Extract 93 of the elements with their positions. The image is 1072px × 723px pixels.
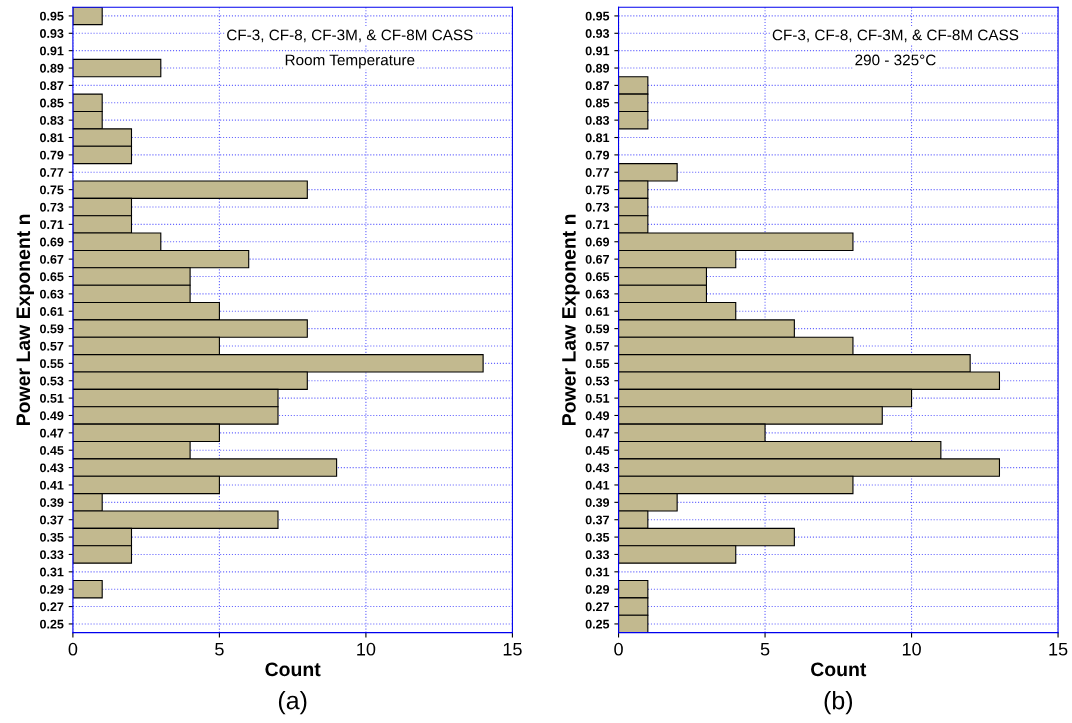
y-tick-label: 0.67 bbox=[40, 254, 64, 264]
text: CF-3, CF-8, CF-3M, & CF-8M CASS bbox=[227, 29, 473, 43]
bar bbox=[72, 579, 103, 599]
bar bbox=[72, 7, 103, 26]
y-tick-label: 0.25 bbox=[585, 619, 610, 629]
y-tick-label: 0.95 bbox=[585, 11, 610, 21]
y-tick-label: 0.69 bbox=[40, 237, 64, 247]
y-tick-label: 0.63 bbox=[40, 289, 64, 299]
y-tick-label: 0.67 bbox=[585, 254, 609, 264]
text: 290 - 325°C bbox=[855, 54, 936, 66]
y-tick-label: 0.89 bbox=[40, 63, 64, 73]
y-tick-label: 0.33 bbox=[585, 550, 610, 560]
y-tick-label: 0.61 bbox=[40, 307, 64, 316]
text: (a) bbox=[278, 691, 307, 715]
y-tick-label: 0.55 bbox=[585, 359, 610, 369]
y-tick-label: 0.31 bbox=[585, 567, 610, 577]
y-tick-label: 0.33 bbox=[40, 550, 64, 560]
y-tick-label: 0.25 bbox=[40, 619, 64, 629]
x-tick-label: 15 bbox=[503, 643, 522, 656]
y-tick-label: 0.41 bbox=[40, 480, 64, 490]
y-tick-label: 0.51 bbox=[40, 393, 64, 403]
y-tick-label: 0.75 bbox=[585, 185, 610, 195]
y-tick-label: 0.47 bbox=[585, 428, 609, 438]
y-tick-label: 0.43 bbox=[585, 463, 610, 473]
y-tick-label: 0.79 bbox=[40, 150, 64, 160]
y-tick-label: 0.87 bbox=[585, 81, 609, 91]
y-tick-label: 0.65 bbox=[585, 272, 610, 282]
y-tick-label: 0.31 bbox=[40, 567, 64, 577]
y-tick-label: 0.59 bbox=[40, 324, 64, 334]
y-tick-label: 0.37 bbox=[585, 515, 609, 525]
x-tick-label: 0 bbox=[68, 642, 78, 656]
y-tick-label: 0.53 bbox=[585, 376, 610, 386]
x-tick-label: 5 bbox=[760, 643, 770, 656]
y-tick-label: 0.53 bbox=[40, 376, 64, 386]
y-tick-label: 0.87 bbox=[40, 81, 64, 91]
y-tick-label: 0.27 bbox=[585, 602, 609, 612]
y-tick-label: 0.49 bbox=[585, 411, 610, 421]
x-tick-label: 15 bbox=[1049, 643, 1068, 656]
y-tick-label: 0.45 bbox=[40, 446, 64, 455]
y-tick-label: 0.73 bbox=[585, 202, 610, 212]
y-tick-label: 0.95 bbox=[40, 11, 64, 21]
y-tick-label: 0.61 bbox=[585, 307, 610, 316]
y-tick-label: 0.39 bbox=[40, 498, 64, 507]
y-tick-label: 0.79 bbox=[585, 150, 610, 160]
y-tick-label: 0.77 bbox=[40, 168, 64, 177]
y-tick-label: 0.71 bbox=[585, 220, 610, 230]
y-tick-label: 0.93 bbox=[40, 29, 64, 38]
y-axis-title: Power Law Exponent n bbox=[562, 214, 580, 426]
y-tick-label: 0.49 bbox=[40, 411, 64, 421]
y-tick-label: 0.47 bbox=[40, 428, 64, 438]
y-tick-label: 0.75 bbox=[40, 185, 64, 195]
y-tick-label: 0.57 bbox=[585, 341, 609, 351]
x-tick-label: 0 bbox=[614, 642, 623, 656]
bar bbox=[72, 58, 162, 78]
y-tick-label: 0.83 bbox=[585, 115, 610, 125]
y-tick-label: 0.85 bbox=[40, 98, 64, 108]
y-tick-label: 0.29 bbox=[40, 585, 64, 594]
y-tick-label: 0.35 bbox=[40, 532, 64, 542]
y-tick-label: 0.51 bbox=[585, 393, 610, 403]
text: (b) bbox=[824, 691, 853, 715]
y-tick-label: 0.59 bbox=[585, 324, 610, 334]
text: Room Temperature bbox=[285, 54, 415, 69]
y-tick-label: 0.55 bbox=[40, 359, 64, 369]
y-tick-label: 0.37 bbox=[40, 515, 64, 525]
y-tick-label: 0.91 bbox=[40, 46, 64, 56]
y-tick-label: 0.81 bbox=[40, 133, 64, 143]
y-axis-title: Power Law Exponent n bbox=[16, 214, 34, 426]
y-tick-label: 0.77 bbox=[585, 168, 609, 177]
x-tick-label: 10 bbox=[357, 642, 376, 656]
y-tick-label: 0.83 bbox=[40, 115, 64, 125]
y-tick-label: 0.69 bbox=[585, 237, 610, 247]
x-tick-label: 10 bbox=[902, 642, 921, 656]
y-tick-label: 0.35 bbox=[585, 532, 610, 542]
y-tick-label: 0.71 bbox=[40, 220, 64, 230]
y-tick-label: 0.57 bbox=[40, 341, 64, 351]
y-tick-label: 0.89 bbox=[585, 63, 610, 73]
x-axis-title: Count bbox=[265, 662, 321, 677]
y-tick-label: 0.27 bbox=[40, 602, 64, 612]
text: CF-3, CF-8, CF-3M, & CF-8M CASS bbox=[772, 29, 1019, 43]
y-tick-label: 0.73 bbox=[40, 202, 64, 212]
y-tick-label: 0.41 bbox=[585, 480, 610, 490]
y-tick-label: 0.65 bbox=[40, 272, 64, 282]
y-tick-label: 0.45 bbox=[585, 446, 610, 455]
x-tick-label: 5 bbox=[215, 643, 224, 656]
y-tick-label: 0.81 bbox=[585, 133, 610, 143]
y-tick-label: 0.39 bbox=[585, 498, 610, 507]
y-tick-label: 0.29 bbox=[585, 585, 610, 594]
y-tick-label: 0.63 bbox=[585, 289, 610, 299]
y-tick-label: 0.85 bbox=[585, 98, 610, 108]
y-tick-label: 0.93 bbox=[585, 29, 610, 38]
x-axis-title: Count bbox=[811, 662, 867, 677]
y-tick-label: 0.91 bbox=[585, 46, 610, 56]
y-tick-label: 0.43 bbox=[40, 463, 64, 473]
